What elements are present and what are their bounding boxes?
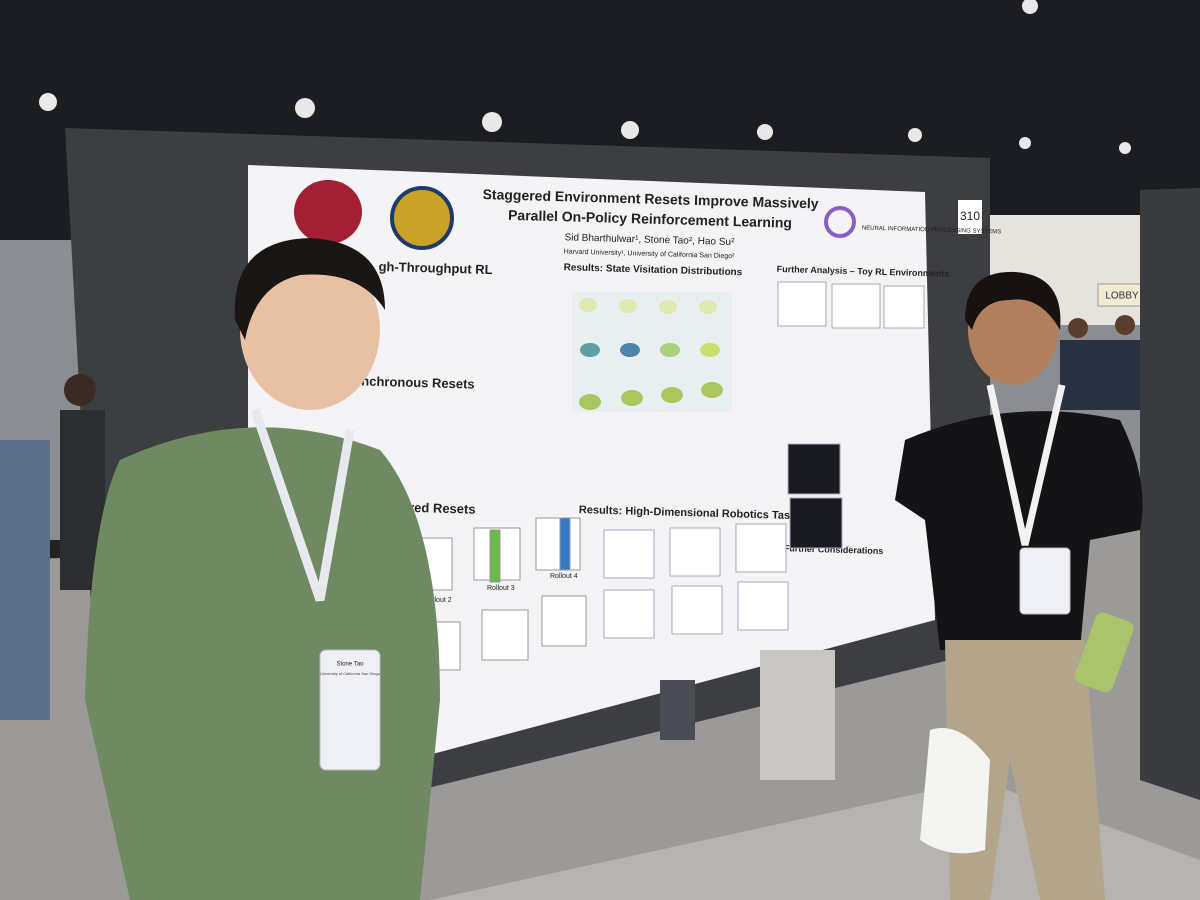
section-heading: Results: State Visitation Distributions bbox=[563, 262, 742, 278]
rollout-label: Rollout 2 bbox=[424, 597, 452, 604]
harvard-logo bbox=[294, 180, 362, 244]
person-right bbox=[895, 271, 1143, 900]
section-heading: ered Resets bbox=[402, 500, 476, 517]
neurips-logo bbox=[824, 206, 856, 238]
plots bbox=[603, 281, 925, 639]
crowd bbox=[0, 315, 1140, 780]
bag bbox=[920, 728, 990, 854]
side-board bbox=[1140, 188, 1200, 800]
venue-sign: LOBBY bbox=[1105, 291, 1139, 302]
board-number: 310 bbox=[960, 209, 980, 223]
affiliations: Harvard University¹, University of Calif… bbox=[564, 248, 736, 260]
section-heading: Further Analysis – Toy RL Environments bbox=[777, 264, 950, 279]
ucsd-logo bbox=[390, 186, 454, 250]
person-left: Stone Tao University of California San D… bbox=[85, 238, 440, 900]
badge-affiliation: University of California San Diego bbox=[320, 671, 381, 676]
poster-title: Parallel On-Policy Reinforcement Learnin… bbox=[508, 207, 792, 231]
ceiling-lights bbox=[39, 0, 1131, 154]
carpet-light bbox=[430, 780, 1200, 900]
board-number-card bbox=[958, 200, 982, 234]
rollout-label: Rollout 4 bbox=[550, 573, 578, 580]
badge-name: Stone Tao bbox=[337, 662, 365, 668]
section-heading: gh-Throughput RL bbox=[378, 259, 493, 277]
rollout-label: Rollout 3 bbox=[487, 585, 515, 592]
section-heading: Synchronous Resets bbox=[345, 373, 475, 392]
conference: NEURAL INFORMATION PROCESSING SYSTEMS bbox=[862, 225, 1001, 235]
authors: Sid Bharthulwar¹, Stone Tao², Hao Su² bbox=[564, 232, 735, 248]
heatmaps bbox=[572, 292, 732, 412]
